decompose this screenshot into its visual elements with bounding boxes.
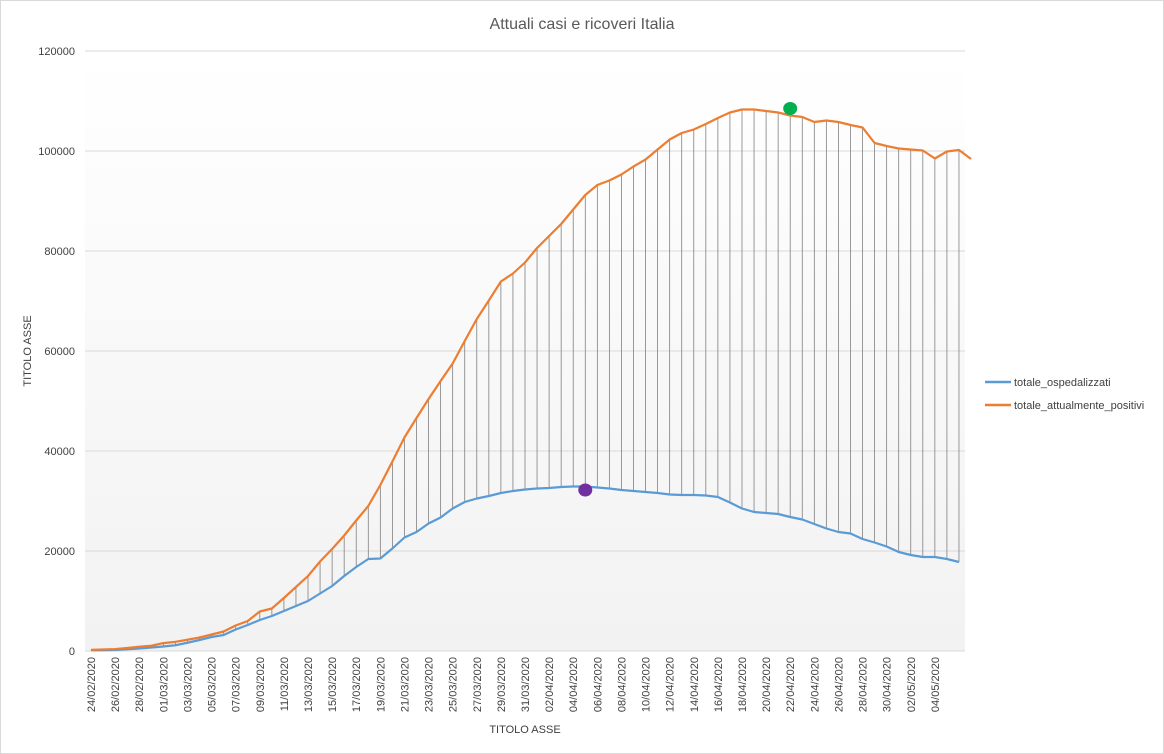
drop-lines xyxy=(90,109,960,651)
y-axis-title: TITOLO ASSE xyxy=(22,315,34,386)
x-tick-label-15/03/2020: 15/03/2020 xyxy=(327,657,339,712)
x-tick-label-01/03/2020: 01/03/2020 xyxy=(158,657,170,712)
x-tick-label-24/04/2020: 24/04/2020 xyxy=(809,657,821,712)
x-tick-label-11/03/2020: 11/03/2020 xyxy=(279,657,291,711)
x-tick-label-14/04/2020: 14/04/2020 xyxy=(689,657,701,712)
x-tick-labels: 24/02/2020 26/02/2020 28/02/2020 01/03/2020… xyxy=(86,657,942,712)
x-tick-label-28/04/2020: 28/04/2020 xyxy=(858,657,870,712)
x-tick-label-17/03/2020: 17/03/2020 xyxy=(351,657,363,712)
legend-label-attualmente-positivi: totale_attualmente_positivi xyxy=(1014,400,1144,412)
series-lines xyxy=(90,108,972,652)
x-tick-label-13/03/2020: 13/03/2020 xyxy=(303,657,315,712)
x-tick-label-22/04/2020: 22/04/2020 xyxy=(785,657,797,712)
legend-label-ospedalizzati: totale_ospedalizzati xyxy=(1014,377,1111,389)
x-tick-label-06/04/2020: 06/04/2020 xyxy=(592,657,604,712)
x-tick-label-29/03/2020: 29/03/2020 xyxy=(496,657,508,712)
x-tick-label-31/03/2020: 31/03/2020 xyxy=(520,657,532,712)
x-tick-label-09/03/2020: 09/03/2020 xyxy=(255,657,267,712)
x-tick-label-05/03/2020: 05/03/2020 xyxy=(207,657,219,712)
markers xyxy=(578,102,798,497)
chart-title: Attuali casi e ricoveri Italia xyxy=(490,16,675,33)
x-tick-label-10/04/2020: 10/04/2020 xyxy=(641,657,653,712)
x-tick-label-12/04/2020: 12/04/2020 xyxy=(665,657,677,712)
x-tick-label-27/03/2020: 27/03/2020 xyxy=(472,657,484,712)
x-tick-label-26/04/2020: 26/04/2020 xyxy=(833,657,845,712)
legend: totale_ospedalizzati totale_attualmente_… xyxy=(985,377,1144,412)
x-tick-label-16/04/2020: 16/04/2020 xyxy=(713,657,725,712)
y-tick-label-120000: 120000 xyxy=(38,46,75,58)
series-line-totale_attualmente_positivi xyxy=(90,108,972,651)
x-axis-title: TITOLO ASSE xyxy=(489,724,560,736)
x-tick-label-23/03/2020: 23/03/2020 xyxy=(424,657,436,712)
x-tick-label-18/04/2020: 18/04/2020 xyxy=(737,657,749,712)
x-tick-label-07/03/2020: 07/03/2020 xyxy=(231,657,243,712)
y-tick-label-60000: 60000 xyxy=(44,346,75,358)
marker-totale_attualmente_positivi xyxy=(783,102,798,115)
y-tick-label-20000: 20000 xyxy=(44,546,75,558)
series-line-totale_ospedalizzati xyxy=(91,485,960,652)
x-tick-label-04/05/2020: 04/05/2020 xyxy=(930,657,942,712)
x-tick-label-21/03/2020: 21/03/2020 xyxy=(399,657,411,712)
x-tick-label-24/02/2020: 24/02/2020 xyxy=(86,657,98,712)
y-tick-label-0: 0 xyxy=(69,646,75,658)
x-tick-label-26/02/2020: 26/02/2020 xyxy=(110,657,122,712)
x-tick-label-02/04/2020: 02/04/2020 xyxy=(544,657,556,712)
y-tick-label-80000: 80000 xyxy=(44,246,75,258)
x-tick-label-08/04/2020: 08/04/2020 xyxy=(616,657,628,712)
x-tick-label-02/05/2020: 02/05/2020 xyxy=(906,657,918,712)
y-tick-labels: 0 20000 40000 60000 80000 100000 120000 xyxy=(38,46,75,658)
x-tick-label-04/04/2020: 04/04/2020 xyxy=(568,657,580,712)
y-tick-label-100000: 100000 xyxy=(38,146,75,158)
x-tick-label-25/03/2020: 25/03/2020 xyxy=(448,657,460,712)
x-tick-label-20/04/2020: 20/04/2020 xyxy=(761,657,773,712)
x-tick-label-30/04/2020: 30/04/2020 xyxy=(882,657,894,712)
x-tick-label-28/02/2020: 28/02/2020 xyxy=(134,657,146,712)
x-tick-label-03/03/2020: 03/03/2020 xyxy=(182,657,194,712)
y-tick-label-40000: 40000 xyxy=(44,446,75,458)
marker-totale_ospedalizzati xyxy=(578,483,593,497)
x-tick-label-19/03/2020: 19/03/2020 xyxy=(375,657,387,712)
